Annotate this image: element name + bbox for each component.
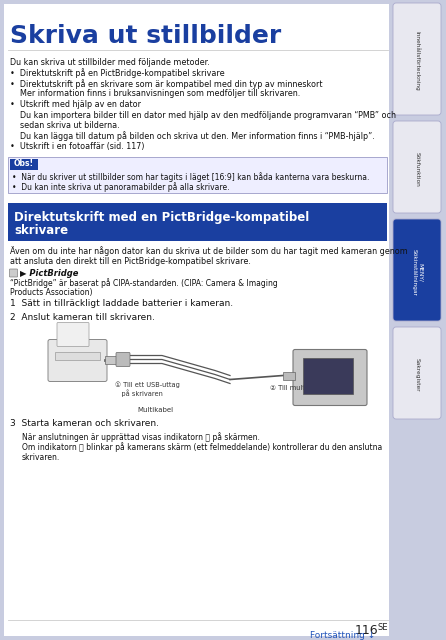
Text: Skriva ut stillbilder: Skriva ut stillbilder xyxy=(10,24,281,48)
Text: Mer information finns i bruksanvisningen som medföljer till skrivaren.: Mer information finns i bruksanvisningen… xyxy=(10,90,300,99)
Text: Om indikatorn ⨉ blinkar på kamerans skärm (ett felmeddelande) kontrollerar du de: Om indikatorn ⨉ blinkar på kamerans skär… xyxy=(22,442,382,452)
Text: •  När du skriver ut stillbilder som har tagits i läget [16:9] kan båda kanterna: • När du skriver ut stillbilder som har … xyxy=(12,173,369,182)
Text: 3  Starta kameran och skrivaren.: 3 Starta kameran och skrivaren. xyxy=(10,419,159,429)
Text: När anslutningen är upprättad visas indikatorn ⨉ på skärmen.: När anslutningen är upprättad visas indi… xyxy=(22,433,260,442)
Text: Multikabel: Multikabel xyxy=(137,406,173,413)
FancyBboxPatch shape xyxy=(57,323,89,346)
Text: Innehållsförteckning: Innehållsförteckning xyxy=(414,31,420,91)
Text: •  Utskrift med hjälp av en dator: • Utskrift med hjälp av en dator xyxy=(10,100,141,109)
Text: •  Du kan inte skriva ut panoramabilder på alla skrivare.: • Du kan inte skriva ut panoramabilder p… xyxy=(12,182,230,193)
Text: Fortsättning ↓: Fortsättning ↓ xyxy=(310,630,375,639)
FancyBboxPatch shape xyxy=(4,4,389,636)
Text: Sakregister: Sakregister xyxy=(414,358,420,392)
FancyBboxPatch shape xyxy=(8,202,387,241)
Text: ▶ PictBridge: ▶ PictBridge xyxy=(20,269,78,278)
Text: skrivare: skrivare xyxy=(14,225,68,237)
Text: SE: SE xyxy=(377,623,388,632)
FancyBboxPatch shape xyxy=(105,355,117,364)
FancyBboxPatch shape xyxy=(55,351,100,360)
FancyBboxPatch shape xyxy=(116,353,130,367)
Text: 2  Anslut kameran till skrivaren.: 2 Anslut kameran till skrivaren. xyxy=(10,312,155,321)
Text: “PictBridge” är baserat på CIPA-standarden. (CIPA: Camera & Imaging: “PictBridge” är baserat på CIPA-standard… xyxy=(10,278,278,289)
FancyBboxPatch shape xyxy=(393,219,441,321)
Text: Direktutskrift med en PictBridge-kompatibel: Direktutskrift med en PictBridge-kompati… xyxy=(14,211,309,225)
FancyBboxPatch shape xyxy=(393,327,441,419)
Text: Sökfunktion: Sökfunktion xyxy=(414,152,420,186)
FancyBboxPatch shape xyxy=(48,339,107,381)
FancyBboxPatch shape xyxy=(393,3,441,115)
Text: sedan skriva ut bilderna.: sedan skriva ut bilderna. xyxy=(10,121,120,130)
FancyBboxPatch shape xyxy=(9,269,17,277)
FancyBboxPatch shape xyxy=(393,121,441,213)
FancyBboxPatch shape xyxy=(8,157,387,193)
FancyBboxPatch shape xyxy=(283,371,295,380)
Text: att ansluta den direkt till en PictBridge-kompatibel skrivare.: att ansluta den direkt till en PictBridg… xyxy=(10,257,251,266)
Text: •  Direktutskrift på en skrivare som är kompatibel med din typ av minneskort: • Direktutskrift på en skrivare som är k… xyxy=(10,79,322,89)
FancyBboxPatch shape xyxy=(303,358,353,394)
Text: på skrivaren: på skrivaren xyxy=(115,390,163,397)
Text: Även om du inte har någon dator kan du skriva ut de bilder som du har tagit med : Även om du inte har någon dator kan du s… xyxy=(10,246,408,257)
Text: Obs!: Obs! xyxy=(14,159,34,168)
Text: Du kan skriva ut stillbilder med följande metoder.: Du kan skriva ut stillbilder med följand… xyxy=(10,58,210,67)
Text: Products Association): Products Association) xyxy=(10,287,92,296)
Text: ① Till ett USB-uttag: ① Till ett USB-uttag xyxy=(115,381,180,388)
FancyBboxPatch shape xyxy=(293,349,367,406)
Text: ② Till multikontakten: ② Till multikontakten xyxy=(270,385,340,390)
Text: •  Utskrift i en fotoaffär (sid. 117): • Utskrift i en fotoaffär (sid. 117) xyxy=(10,142,145,151)
Text: Du kan importera bilder till en dator med hjälp av den medföljande programvaran : Du kan importera bilder till en dator me… xyxy=(10,111,396,120)
Text: skrivaren.: skrivaren. xyxy=(22,452,60,461)
Text: Du kan lägga till datum på bilden och skriva ut den. Mer information finns i “PM: Du kan lägga till datum på bilden och sk… xyxy=(10,131,375,141)
Text: 1  Sätt in tillräckligt laddade batterier i kameran.: 1 Sätt in tillräckligt laddade batterier… xyxy=(10,300,233,308)
FancyBboxPatch shape xyxy=(10,159,38,170)
Text: 116: 116 xyxy=(355,623,379,637)
Text: MENY/
Sökinställningar: MENY/ Sökinställningar xyxy=(412,248,422,296)
Text: •  Direktutskrift på en PictBridge-kompatibel skrivare: • Direktutskrift på en PictBridge-kompat… xyxy=(10,68,225,78)
